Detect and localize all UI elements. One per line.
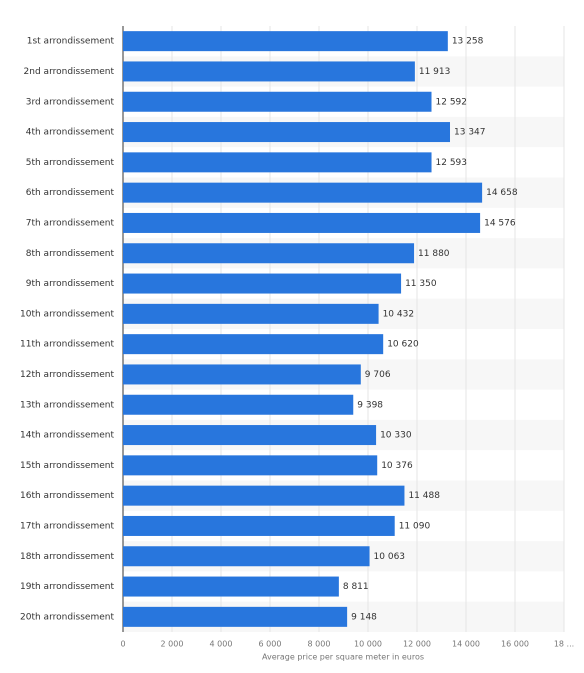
bar (123, 122, 451, 143)
bar (123, 273, 402, 294)
bar (123, 61, 415, 82)
x-tick-label: 10 000 (354, 640, 382, 649)
value-label: 9 148 (351, 612, 377, 622)
y-tick-label: 20th arrondissement (20, 612, 114, 622)
bar (123, 576, 339, 597)
x-axis-label: Average price per square meter in euros (262, 653, 424, 662)
value-label: 12 592 (436, 97, 468, 107)
bar (123, 212, 481, 233)
y-tick-label: 10th arrondissement (20, 309, 114, 319)
bar (123, 91, 432, 112)
value-label: 11 913 (419, 67, 451, 77)
bar (123, 364, 361, 385)
value-label: 11 350 (405, 279, 437, 289)
bar (123, 31, 448, 52)
bar (123, 152, 432, 173)
bar (123, 182, 483, 203)
value-label: 13 258 (452, 37, 484, 47)
x-tick-label: 6 000 (259, 640, 282, 649)
y-tick-label: 3rd arrondissement (26, 97, 115, 107)
value-label: 9 398 (357, 400, 383, 410)
x-tick-label: 8 000 (308, 640, 331, 649)
y-tick-label: 14th arrondissement (20, 431, 114, 441)
y-tick-label: 2nd arrondissement (24, 67, 115, 77)
bar (123, 546, 370, 567)
y-tick-label: 7th arrondissement (26, 218, 115, 228)
value-label: 13 347 (454, 128, 486, 138)
x-tick-label: 4 000 (210, 640, 233, 649)
y-tick-label: 13th arrondissement (20, 400, 114, 410)
value-label: 8 811 (343, 582, 369, 592)
bar (123, 334, 384, 355)
value-label: 12 593 (436, 158, 468, 168)
y-tick-label: 17th arrondissement (20, 521, 114, 531)
bar (123, 425, 377, 446)
y-tick-label: 12th arrondissement (20, 370, 114, 380)
x-tick-label: 14 000 (452, 640, 480, 649)
value-label: 10 376 (381, 461, 413, 471)
value-label: 10 620 (387, 340, 419, 350)
bar (123, 455, 378, 476)
y-tick-label: 19th arrondissement (20, 582, 114, 592)
value-label: 11 880 (418, 249, 450, 259)
bar (123, 243, 415, 264)
value-label: 10 063 (374, 552, 406, 562)
y-tick-label: 8th arrondissement (26, 249, 115, 259)
y-tick-label: 4th arrondissement (26, 128, 115, 138)
value-label: 10 432 (383, 309, 415, 319)
x-tick-label: 18 ... (554, 640, 574, 649)
value-label: 11 488 (408, 491, 440, 501)
y-tick-label: 11th arrondissement (20, 340, 114, 350)
bar (123, 303, 379, 324)
bar (123, 515, 395, 536)
y-tick-label: 18th arrondissement (20, 552, 114, 562)
bar (123, 394, 354, 415)
x-tick-label: 0 (120, 640, 125, 649)
value-label: 11 090 (399, 521, 431, 531)
value-label: 10 330 (380, 431, 412, 441)
value-label: 14 576 (484, 218, 516, 228)
y-tick-label: 1st arrondissement (27, 37, 115, 47)
y-tick-label: 16th arrondissement (20, 491, 114, 501)
y-tick-label: 6th arrondissement (26, 188, 115, 198)
x-tick-label: 16 000 (501, 640, 529, 649)
x-tick-label: 2 000 (161, 640, 184, 649)
bar (123, 606, 348, 627)
value-label: 14 658 (486, 188, 518, 198)
y-tick-label: 9th arrondissement (26, 279, 115, 289)
bar (123, 485, 405, 506)
y-tick-label: 5th arrondissement (26, 158, 115, 168)
y-tick-label: 15th arrondissement (20, 461, 114, 471)
x-tick-label: 12 000 (403, 640, 431, 649)
value-label: 9 706 (365, 370, 391, 380)
